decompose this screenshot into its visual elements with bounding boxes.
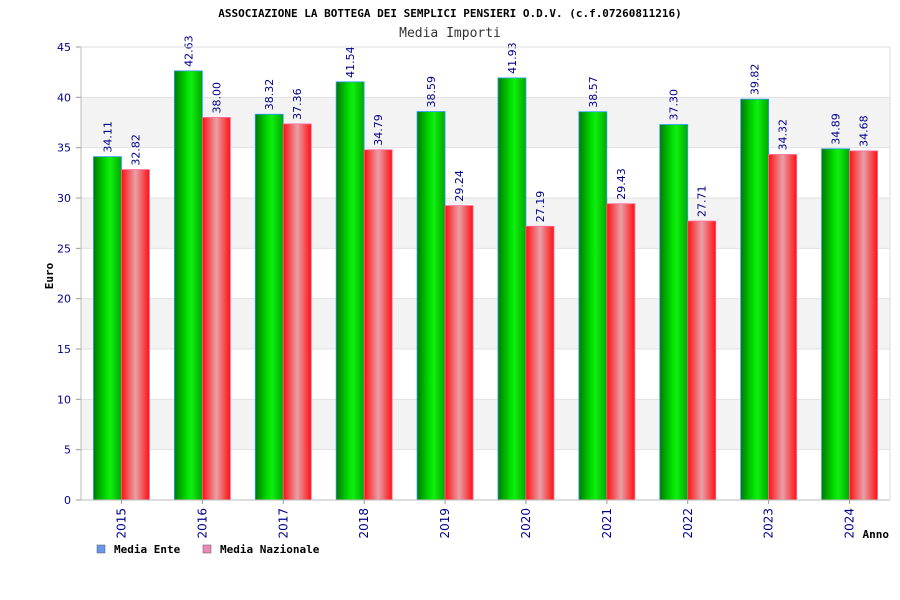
x-tick-label: 2019 (438, 508, 452, 539)
value-label: 34.89 (830, 113, 843, 145)
x-tick-label: 2024 (843, 508, 857, 539)
x-tick-label: 2017 (276, 508, 290, 539)
bar-media-ente-2015 (93, 156, 122, 501)
y-tick-label: 15 (57, 343, 71, 356)
legend-swatch (202, 544, 212, 554)
value-label: 34.11 (101, 121, 114, 153)
value-label: 39.82 (749, 64, 762, 96)
value-label: 42.63 (182, 35, 195, 67)
value-label: 27.19 (534, 191, 547, 223)
value-label: 41.54 (344, 46, 357, 78)
x-tick-label: 2020 (519, 508, 533, 539)
x-tick-label: 2016 (195, 508, 209, 539)
value-label: 34.32 (777, 119, 790, 151)
bar-media-nazionale-2022 (687, 220, 717, 501)
bar-media-nazionale-2024 (849, 150, 878, 501)
bar-media-ente-2023 (740, 98, 770, 501)
x-tick-label: 2023 (762, 508, 776, 539)
bar-media-ente-2018 (335, 81, 365, 501)
bar-media-nazionale-2021 (606, 203, 636, 501)
value-label: 37.30 (668, 89, 681, 121)
x-tick-label: 2021 (600, 508, 614, 539)
bar-media-nazionale-2019 (444, 205, 474, 501)
bar-media-nazionale-2018 (363, 149, 393, 501)
value-label: 34.68 (858, 115, 871, 147)
y-tick-label: 10 (57, 393, 71, 406)
y-axis-title: Euro (43, 262, 56, 289)
bar-media-nazionale-2023 (768, 154, 798, 501)
bars (93, 70, 878, 501)
y-tick-label: 40 (57, 91, 71, 104)
axes: 0 5 10 15 20 25 30 35 40 45 2015 2016 2017 2018 2019 20… (57, 41, 891, 539)
value-label: 38.57 (587, 76, 600, 108)
y-tick-label: 35 (57, 142, 71, 155)
bar-media-ente-2019 (416, 111, 446, 501)
value-label: 27.71 (696, 186, 709, 218)
y-tick-label: 30 (57, 192, 71, 205)
x-tick-label: 2015 (114, 508, 128, 539)
bar-media-ente-2024 (821, 148, 850, 501)
bar-media-ente-2022 (659, 124, 689, 501)
legend-label: Media Nazionale (220, 543, 320, 556)
value-label: 37.36 (291, 88, 304, 120)
x-tick-label: 2018 (357, 508, 371, 539)
bar-media-nazionale-2016 (201, 117, 231, 501)
legend-label: Media Ente (114, 543, 181, 556)
x-tick-label: 2022 (681, 508, 695, 539)
y-tick-label: 0 (64, 494, 71, 507)
legend: Media Ente Media Nazionale (96, 543, 320, 556)
bar-media-nazionale-2015 (121, 169, 150, 501)
value-label: 29.43 (615, 168, 628, 200)
chart-subtitle: Media Importi (399, 26, 501, 41)
bar-media-nazionale-2017 (282, 123, 312, 501)
x-axis-title: Anno (863, 528, 890, 541)
y-tick-label: 5 (64, 444, 71, 457)
value-label: 38.00 (210, 82, 223, 114)
y-tick-label: 25 (57, 242, 71, 255)
bar-media-ente-2017 (254, 113, 284, 501)
bar-media-nazionale-2020 (525, 225, 555, 501)
value-label: 38.32 (263, 79, 276, 111)
value-label: 29.24 (453, 170, 466, 202)
value-label: 38.59 (425, 76, 438, 108)
value-label: 32.82 (129, 134, 142, 166)
value-label: 41.93 (506, 42, 519, 74)
value-labels: 34.11 32.82 42.63 38.00 38.32 37.36 41.54 34.79… (101, 35, 870, 222)
bar-media-ente-2021 (578, 111, 608, 501)
value-label: 34.79 (372, 114, 385, 146)
y-tick-label: 20 (57, 293, 71, 306)
y-tick-label: 45 (57, 41, 71, 54)
chart-title: ASSOCIAZIONE LA BOTTEGA DEI SEMPLICI PEN… (218, 7, 682, 20)
bar-media-ente-2020 (497, 77, 527, 501)
bar-media-ente-2016 (173, 70, 203, 501)
legend-swatch (96, 544, 106, 554)
